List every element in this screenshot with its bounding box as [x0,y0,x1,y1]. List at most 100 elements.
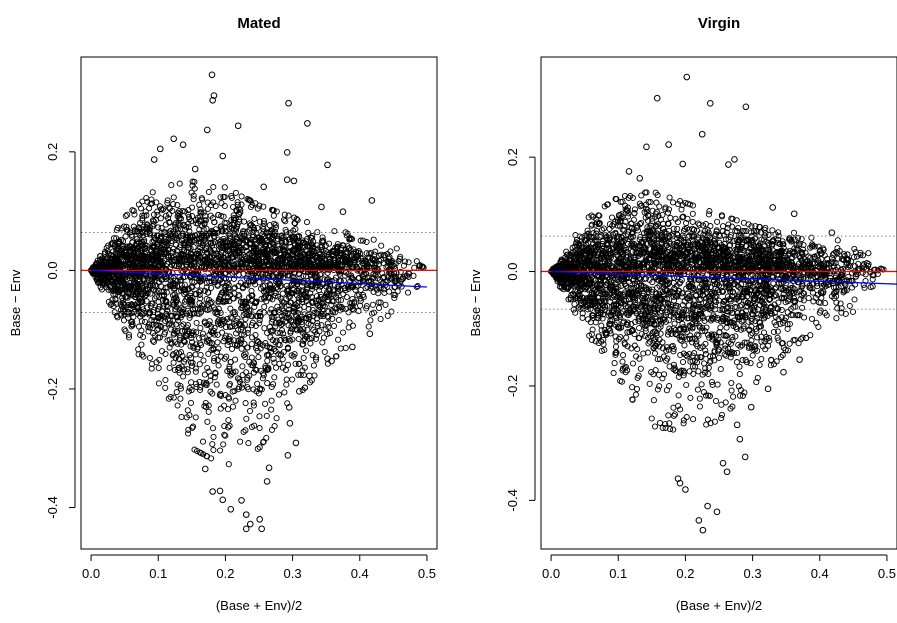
cloud-point [290,246,297,253]
cloud-point [163,299,170,306]
cloud-point [278,351,285,358]
cloud-point [229,388,236,395]
cloud-point [209,425,217,432]
cloud-point [300,272,307,279]
cloud-point [204,289,211,296]
cloud-point [732,333,739,340]
cloud-point [197,287,204,294]
cloud-point [226,422,233,429]
cloud-point [240,228,247,235]
cloud-point [600,225,607,232]
cloud-point [169,321,176,328]
cloud-point [225,461,232,468]
cloud-point [166,205,173,212]
cloud-point [168,230,175,237]
cloud-point [186,314,193,321]
cloud-point [304,326,311,333]
cloud-point [230,203,237,211]
cloud-point [333,305,340,312]
cloud-point [244,326,252,333]
cloud-point [290,273,297,281]
cloud-point [285,249,292,256]
cloud-point [126,286,133,293]
cloud-point [273,415,280,422]
cloud-point [275,293,282,300]
cloud-point [277,251,284,258]
cloud-point [271,374,278,381]
cloud-point [217,194,224,201]
cloud-point [143,291,150,298]
cloud-point [320,237,327,244]
cloud-point [656,383,663,390]
cloud-point [247,240,254,247]
cloud-point [122,328,129,335]
cloud-point [289,376,296,383]
cloud-point [237,336,244,343]
cloud-point [764,342,772,349]
cloud-point [150,221,157,228]
cloud-point [242,299,249,306]
cloud-point [208,284,215,291]
cloud-point [365,323,372,330]
cloud-point [196,201,203,208]
cloud-point [208,299,215,306]
cloud-point [712,294,719,301]
cloud-point [187,343,194,350]
cloud-point [323,283,330,290]
cloud-point [199,334,206,341]
cloud-point [210,230,217,237]
cloud-point [348,263,355,270]
cloud-point [351,298,358,305]
cloud-point [175,367,182,374]
cloud-point [850,254,857,261]
cloud-point [211,279,218,286]
cloud-point [105,273,112,280]
cloud-point [203,295,210,303]
cloud-point [258,260,265,267]
cloud-point [312,335,319,342]
cloud-point [131,293,138,301]
cloud-point [196,335,203,342]
cloud-point [309,317,316,325]
cloud-point [147,309,154,317]
cloud-point [375,299,382,306]
cloud-point [177,334,184,341]
cloud-point [257,313,264,320]
cloud-point [325,263,332,270]
cloud-point [246,220,253,227]
cloud-point [286,239,293,246]
cloud-point [620,352,627,359]
y-tick-label: -0.2 [45,378,60,400]
scatter-point [324,161,331,169]
cloud-point [367,317,374,324]
cloud-point [104,279,111,286]
cloud-point [376,276,383,283]
cloud-point [172,295,179,302]
cloud-point [241,331,248,338]
cloud-point [165,321,172,328]
cloud-point [181,366,188,373]
cloud-point [588,331,595,338]
cloud-point [165,258,172,265]
cloud-point [149,321,156,328]
cloud-point [190,423,197,430]
cloud-point [166,219,173,226]
cloud-point [225,417,232,424]
cloud-point [301,332,309,339]
cloud-point [267,285,274,292]
cloud-point [113,312,120,319]
cloud-point [411,264,418,271]
cloud-point [174,247,181,254]
cloud-point [226,234,233,241]
cloud-point [318,238,326,245]
cloud-point [250,258,257,265]
cloud-point [705,211,712,218]
cloud-point [282,218,289,225]
cloud-point [184,294,191,301]
cloud-point [209,390,216,397]
cloud-point [261,288,268,296]
cloud-point [272,320,279,327]
cloud-point [388,263,395,270]
cloud-point [227,305,234,312]
cloud-point [256,386,263,393]
